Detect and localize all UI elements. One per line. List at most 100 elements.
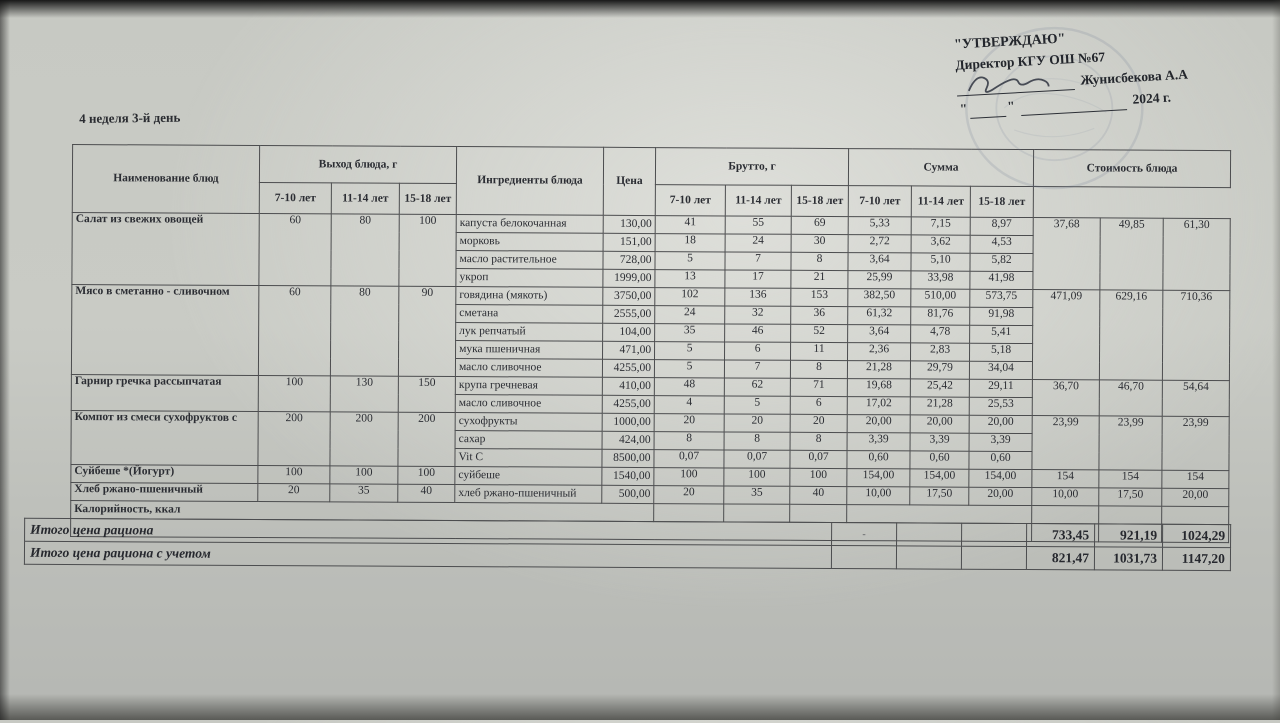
age-col-header: 7-10 лет [848, 185, 912, 217]
totals-empty-cell [896, 545, 962, 570]
brutto-value: 5 [654, 341, 725, 360]
brutto-value: 6 [724, 341, 791, 361]
brutto-value: 24 [725, 233, 792, 253]
age-col-header: 15-18 лет [791, 185, 849, 217]
price-value: 500,00 [601, 485, 654, 504]
brutto-value: 7 [725, 251, 792, 271]
vyhod-value: 20 [257, 483, 330, 502]
vyhod-value: 90 [398, 286, 456, 377]
summa-value: 25,42 [910, 378, 970, 398]
brutto-value: 18 [655, 233, 726, 252]
summa-value: 17,50 [909, 486, 969, 506]
summa-value: 2,83 [910, 342, 970, 362]
summa-value: 3,39 [910, 432, 970, 452]
brutto-value: 8 [654, 431, 725, 450]
brutto-value: 35 [723, 485, 790, 505]
ingredient-name: масло сливочное [455, 358, 603, 378]
summa-value: 3,39 [847, 432, 911, 451]
col-header-brutto: Брутто, г [655, 147, 849, 186]
ingredient-name: масло растительное [456, 250, 604, 270]
vyhod-value: 150 [398, 376, 456, 413]
brutto-value: 20 [654, 413, 725, 432]
totals-empty-cell [896, 522, 962, 547]
calories-empty-cell [789, 504, 847, 523]
brutto-value: 52 [790, 324, 848, 343]
menu-table: Наименование блюд Выход блюда, г Ингреди… [70, 144, 1231, 543]
brutto-value: 17 [724, 269, 792, 289]
totals-value: 1024,29 [1162, 524, 1231, 548]
brutto-value: 41 [655, 215, 726, 234]
summa-value: 20,00 [969, 415, 1033, 434]
summa-value: 25,99 [847, 270, 912, 289]
vyhod-value: 100 [258, 375, 331, 412]
brutto-value: 8 [724, 431, 791, 451]
age-col-header: 11-14 лет [331, 182, 400, 215]
cost-value: 471,09 [1032, 289, 1100, 380]
vyhod-value: 100 [398, 214, 457, 287]
age-col-header: 7-10 лет [655, 184, 726, 216]
summa-value: 5,18 [969, 343, 1033, 362]
director-name: Жунисбекова А.А [1079, 66, 1189, 88]
brutto-value: 8 [790, 360, 848, 379]
calories-empty-cell [653, 503, 724, 522]
cost-value: 23,99 [1161, 416, 1230, 471]
vyhod-value: 60 [258, 213, 332, 286]
brutto-value: 20 [653, 485, 724, 504]
summa-value: 510,00 [910, 288, 970, 308]
summa-value: 5,41 [969, 325, 1033, 344]
brutto-value: 20 [790, 414, 848, 433]
price-value: 4255,00 [602, 359, 655, 378]
cost-value: 629,16 [1099, 289, 1163, 381]
summa-value: 21,28 [910, 396, 970, 416]
signature-icon [968, 76, 1050, 94]
totals-value: 821,47 [1026, 546, 1095, 570]
price-value: 424,00 [602, 431, 655, 450]
price-value: 104,00 [602, 323, 655, 342]
cost-value: 54,64 [1162, 380, 1230, 417]
dish-name: Суйбеше *(Йогурт) [70, 464, 258, 484]
vyhod-value: 40 [397, 484, 455, 503]
ingredient-name: сахар [455, 430, 603, 450]
brutto-value: 7 [724, 359, 791, 379]
col-header-ingredients: Ингредиенты блюда [456, 146, 604, 216]
price-value: 1999,00 [602, 269, 656, 288]
price-value: 471,00 [602, 341, 655, 360]
ingredient-name: укроп [455, 268, 604, 288]
summa-value: 81,76 [910, 306, 970, 326]
brutto-value: 100 [789, 468, 847, 487]
totals-table: Итого цена рациона -733,45 921,19 1024,29 Ит… [24, 518, 1231, 571]
dish-name: Компот из смеси сухофруктов с [70, 410, 259, 466]
ingredient-name: мука пшеничная [455, 340, 603, 360]
brutto-value: 62 [724, 377, 791, 397]
brutto-value: 32 [724, 305, 791, 325]
brutto-value: 35 [654, 323, 725, 342]
age-col-header: 15-18 лет [399, 183, 457, 215]
price-value: 1000,00 [602, 413, 655, 432]
brutto-value: 0,07 [723, 449, 791, 469]
summa-value: 17,02 [847, 396, 911, 415]
menu-table-header: Наименование блюд Выход блюда, г Ингреди… [72, 144, 1231, 219]
cost-value: 37,68 [1032, 217, 1101, 290]
brutto-value: 71 [790, 378, 848, 397]
vyhod-value: 100 [329, 465, 398, 485]
col-header-cost: Стоимость блюда [1033, 149, 1231, 188]
summa-value: 0,60 [968, 451, 1033, 470]
price-value: 8500,00 [601, 449, 655, 468]
brutto-value: 100 [653, 467, 724, 486]
summa-value: 10,00 [846, 486, 910, 505]
age-col-header: 15-18 лет [970, 186, 1034, 218]
calories-empty-cell [723, 503, 790, 523]
vyhod-value: 100 [257, 465, 330, 484]
totals-value: 1031,73 [1094, 546, 1163, 571]
brutto-value: 30 [791, 234, 849, 253]
ingredient-name: сухофрукты [455, 412, 603, 432]
brutto-value: 11 [790, 342, 848, 361]
price-value: 151,00 [603, 233, 656, 252]
dish-name: Салат из свежих овощей [71, 212, 260, 286]
summa-value: 4,53 [970, 235, 1034, 254]
vyhod-value: 35 [329, 483, 398, 503]
col-header-vyhod: Выход блюда, г [259, 145, 457, 184]
totals-label: Итого цена рациона с учетом [24, 541, 832, 569]
brutto-value: 153 [790, 288, 848, 307]
cost-value: 10,00 [1031, 487, 1099, 506]
